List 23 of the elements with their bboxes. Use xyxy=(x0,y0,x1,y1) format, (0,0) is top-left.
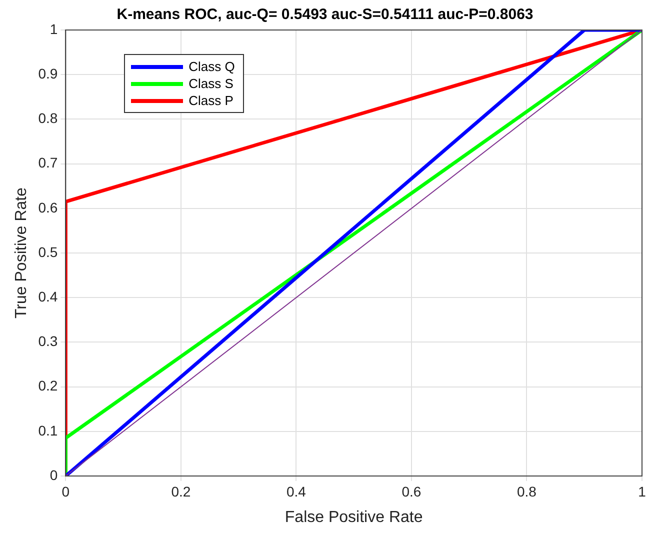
y-tick-label: 0.5 xyxy=(38,244,58,260)
x-tick-label: 1 xyxy=(638,483,646,500)
y-tick-label: 0.8 xyxy=(38,110,58,126)
x-axis-title: False Positive Rate xyxy=(284,508,423,526)
y-tick-label: 0.7 xyxy=(38,154,58,171)
x-tick-label: 0.8 xyxy=(517,483,537,500)
y-tick-label: 0.2 xyxy=(38,378,58,394)
legend-label: Class S xyxy=(188,76,234,91)
y-axis-title: True Positive Rate xyxy=(13,187,30,319)
x-tick-label: 0.2 xyxy=(171,483,191,500)
legend-label: Class P xyxy=(188,93,234,108)
y-tick-label: 0.6 xyxy=(38,199,58,216)
y-tick-label: 0.3 xyxy=(38,333,58,350)
x-tick-label: 0.4 xyxy=(286,483,306,500)
y-tick-label: 0 xyxy=(50,466,58,483)
y-tick-label: 1 xyxy=(50,20,58,37)
legend-label: Class Q xyxy=(188,59,235,74)
y-tick-label: 0.1 xyxy=(38,422,58,438)
x-tick-label: 0 xyxy=(62,483,70,500)
y-tick-label: 0.9 xyxy=(38,65,58,82)
chart-title: K-means ROC, auc-Q= 0.5493 auc-S=0.54111 auc-P=0.8063 xyxy=(116,6,534,24)
y-tick-label: 0.4 xyxy=(38,288,58,304)
x-tick-label: 0.6 xyxy=(402,483,422,500)
